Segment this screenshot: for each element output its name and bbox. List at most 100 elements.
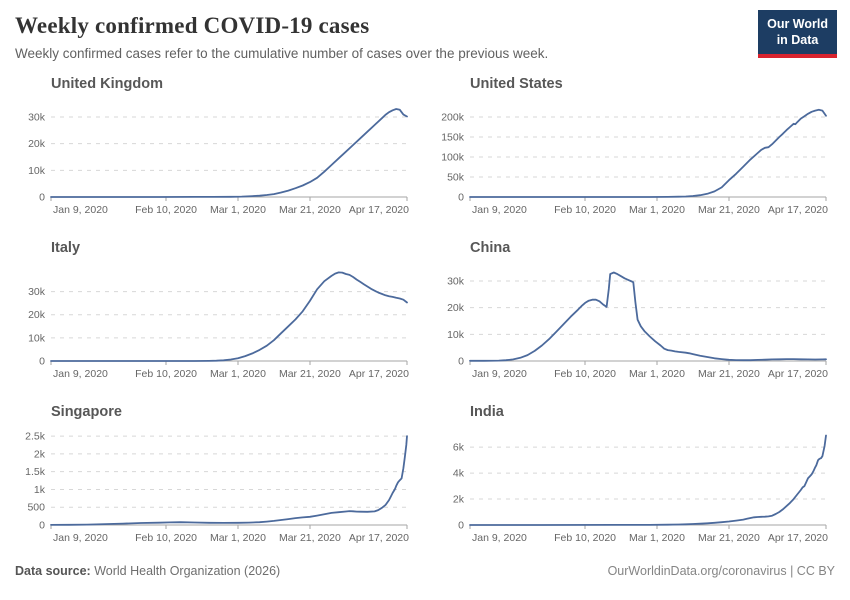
chart-singapore: Singapore 0 500 1k 1.5k 2k 2.5k Jan 9, 2020 Feb … bbox=[15, 395, 416, 555]
license-label: | CC BY bbox=[786, 564, 835, 578]
chart-header: Weekly confirmed COVID-19 cases Weekly c… bbox=[0, 0, 850, 61]
chart-footer: Data source: World Health Organization (… bbox=[0, 555, 850, 578]
svg-text:Mar 1, 2020: Mar 1, 2020 bbox=[629, 204, 685, 216]
svg-text:Feb 10, 2020: Feb 10, 2020 bbox=[135, 532, 197, 544]
svg-text:20k: 20k bbox=[447, 302, 465, 314]
owid-logo[interactable]: Our World in Data bbox=[758, 10, 837, 58]
data-line-united-kingdom bbox=[50, 108, 408, 198]
svg-text:1.5k: 1.5k bbox=[25, 466, 46, 478]
x-axis: Jan 9, 2020 Feb 10, 2020 Mar 1, 2020 Mar 21… bbox=[50, 524, 409, 544]
svg-text:Mar 1, 2020: Mar 1, 2020 bbox=[210, 532, 266, 544]
svg-text:20k: 20k bbox=[28, 309, 46, 321]
x-axis: Jan 9, 2020 Feb 10, 2020 Mar 1, 2020 Mar 21… bbox=[469, 360, 828, 380]
svg-text:0: 0 bbox=[39, 520, 45, 532]
y-axis: 0 10k 20k 30k bbox=[447, 276, 826, 368]
attribution: OurWorldinData.org/coronavirus | CC BY bbox=[608, 564, 835, 578]
chart-italy: Italy 0 10k 20k 30k Jan 9, 2020 Feb 10, 2020 Ma… bbox=[15, 231, 416, 391]
data-source: Data source: World Health Organization (… bbox=[15, 564, 280, 578]
svg-text:6k: 6k bbox=[453, 442, 465, 454]
svg-text:20k: 20k bbox=[28, 138, 46, 150]
chart-title: United States bbox=[470, 76, 563, 92]
svg-text:Mar 21, 2020: Mar 21, 2020 bbox=[279, 204, 341, 216]
svg-text:0: 0 bbox=[458, 520, 464, 532]
y-axis: 0 10k 20k 30k bbox=[28, 286, 407, 368]
data-line-china bbox=[469, 271, 827, 362]
svg-text:Feb 10, 2020: Feb 10, 2020 bbox=[554, 368, 616, 380]
x-axis: Jan 9, 2020 Feb 10, 2020 Mar 1, 2020 Mar 21… bbox=[50, 196, 409, 216]
svg-text:Feb 10, 2020: Feb 10, 2020 bbox=[554, 532, 616, 544]
chart-plot: 0 10k 20k 30k Jan 9, 2020 Feb 10, 2020 Mar 1, … bbox=[28, 108, 409, 216]
data-source-label: Data source: bbox=[15, 564, 91, 578]
svg-text:10k: 10k bbox=[447, 329, 465, 341]
svg-text:0: 0 bbox=[39, 192, 45, 204]
svg-text:Jan 9, 2020: Jan 9, 2020 bbox=[472, 532, 527, 544]
svg-text:Apr 17, 2020: Apr 17, 2020 bbox=[768, 368, 828, 380]
svg-text:150k: 150k bbox=[441, 132, 465, 144]
y-axis: 0 10k 20k 30k bbox=[28, 112, 407, 204]
data-line-india bbox=[469, 434, 827, 526]
svg-text:30k: 30k bbox=[447, 276, 465, 288]
chart-india: India 0 2k 4k 6k Jan 9, 2020 Feb 10, 2020 Mar 1… bbox=[434, 395, 835, 555]
x-axis: Jan 9, 2020 Feb 10, 2020 Mar 1, 2020 Mar 21… bbox=[469, 196, 828, 216]
chart-china: China 0 10k 20k 30k Jan 9, 2020 Feb 10, 2020 Ma… bbox=[434, 231, 835, 391]
y-axis: 0 500 1k 1.5k 2k 2.5k bbox=[25, 431, 407, 532]
svg-text:Mar 21, 2020: Mar 21, 2020 bbox=[279, 532, 341, 544]
svg-text:Apr 17, 2020: Apr 17, 2020 bbox=[349, 532, 409, 544]
svg-text:Feb 10, 2020: Feb 10, 2020 bbox=[135, 368, 197, 380]
svg-text:2k: 2k bbox=[453, 494, 465, 506]
svg-text:Mar 21, 2020: Mar 21, 2020 bbox=[698, 204, 760, 216]
chart-title: India bbox=[470, 404, 504, 420]
svg-text:Jan 9, 2020: Jan 9, 2020 bbox=[53, 204, 108, 216]
chart-title: Italy bbox=[51, 240, 81, 256]
svg-text:Mar 1, 2020: Mar 1, 2020 bbox=[629, 532, 685, 544]
chart-plot: 0 10k 20k 30k Jan 9, 2020 Feb 10, 2020 Mar 1, … bbox=[447, 271, 828, 380]
svg-text:Mar 1, 2020: Mar 1, 2020 bbox=[210, 368, 266, 380]
data-source-value: World Health Organization (2026) bbox=[90, 564, 281, 578]
svg-text:Jan 9, 2020: Jan 9, 2020 bbox=[53, 532, 108, 544]
page-title: Weekly confirmed COVID-19 cases bbox=[15, 13, 370, 38]
svg-text:Mar 21, 2020: Mar 21, 2020 bbox=[698, 368, 760, 380]
svg-text:0: 0 bbox=[458, 192, 464, 204]
y-axis: 0 50k 100k 150k 200k bbox=[441, 112, 826, 204]
charts-grid: United Kingdom 0 10k 20k 30k Jan 9, 2020 Feb 1… bbox=[0, 61, 850, 555]
svg-text:Apr 17, 2020: Apr 17, 2020 bbox=[768, 532, 828, 544]
svg-text:Jan 9, 2020: Jan 9, 2020 bbox=[472, 204, 527, 216]
chart-plot: 0 2k 4k 6k Jan 9, 2020 Feb 10, 2020 Mar 1, 202… bbox=[453, 434, 828, 544]
svg-text:Apr 17, 2020: Apr 17, 2020 bbox=[349, 368, 409, 380]
page-subtitle: Weekly confirmed cases refer to the cumu… bbox=[15, 46, 549, 61]
svg-text:2.5k: 2.5k bbox=[25, 431, 46, 443]
svg-text:0: 0 bbox=[39, 356, 45, 368]
svg-text:Apr 17, 2020: Apr 17, 2020 bbox=[349, 204, 409, 216]
owid-logo-line1: Our World bbox=[767, 17, 828, 31]
chart-united-states: United States 0 50k 100k 150k 200k Jan 9, 2020… bbox=[434, 67, 835, 227]
svg-text:Mar 21, 2020: Mar 21, 2020 bbox=[698, 532, 760, 544]
svg-text:Mar 1, 2020: Mar 1, 2020 bbox=[210, 204, 266, 216]
svg-text:2k: 2k bbox=[34, 448, 46, 460]
svg-text:100k: 100k bbox=[441, 152, 465, 164]
svg-text:Jan 9, 2020: Jan 9, 2020 bbox=[53, 368, 108, 380]
y-axis: 0 2k 4k 6k bbox=[453, 442, 826, 532]
svg-text:10k: 10k bbox=[28, 165, 46, 177]
chart-plot: 0 50k 100k 150k 200k Jan 9, 2020 Feb 10, 2020 M… bbox=[441, 108, 828, 216]
chart-title: United Kingdom bbox=[51, 76, 163, 92]
svg-text:1k: 1k bbox=[34, 484, 46, 496]
svg-text:Apr 17, 2020: Apr 17, 2020 bbox=[768, 204, 828, 216]
chart-title: Singapore bbox=[51, 404, 122, 420]
chart-plot: 0 10k 20k 30k Jan 9, 2020 Feb 10, 2020 Mar 1, … bbox=[28, 271, 409, 380]
x-axis: Jan 9, 2020 Feb 10, 2020 Mar 1, 2020 Mar 21… bbox=[50, 360, 409, 380]
svg-text:30k: 30k bbox=[28, 286, 46, 298]
x-axis: Jan 9, 2020 Feb 10, 2020 Mar 1, 2020 Mar 21… bbox=[469, 524, 828, 544]
data-line-singapore bbox=[50, 435, 408, 526]
owid-url-link[interactable]: OurWorldinData.org/coronavirus bbox=[607, 564, 787, 578]
svg-text:Feb 10, 2020: Feb 10, 2020 bbox=[554, 204, 616, 216]
svg-text:4k: 4k bbox=[453, 468, 465, 480]
chart-plot: 0 500 1k 1.5k 2k 2.5k Jan 9, 2020 Feb 10, 2020 M… bbox=[25, 431, 409, 544]
chart-united-kingdom: United Kingdom 0 10k 20k 30k Jan 9, 2020 Feb 1… bbox=[15, 67, 416, 227]
svg-text:200k: 200k bbox=[441, 112, 465, 124]
owid-logo-line2: in Data bbox=[776, 33, 819, 48]
chart-title: China bbox=[470, 240, 511, 256]
data-line-united-states bbox=[469, 108, 827, 198]
svg-text:10k: 10k bbox=[28, 332, 46, 344]
svg-text:0: 0 bbox=[458, 356, 464, 368]
svg-text:Mar 1, 2020: Mar 1, 2020 bbox=[629, 368, 685, 380]
